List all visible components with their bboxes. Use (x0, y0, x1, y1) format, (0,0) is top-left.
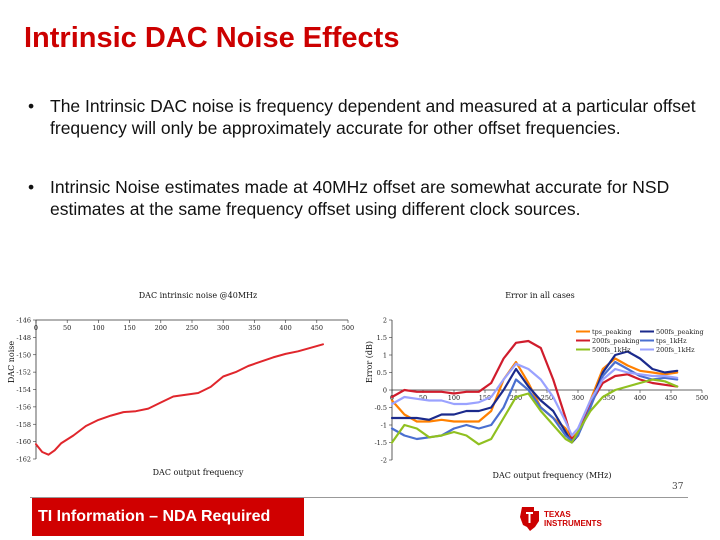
y-tick-label: 0.5 (377, 369, 387, 377)
y-axis-label: Error (dB) (365, 341, 374, 383)
page-number: 37 (672, 482, 684, 492)
x-tick-label: 500 (342, 324, 354, 332)
x-tick-label: 450 (311, 324, 323, 332)
y-tick-label: -2 (381, 457, 387, 465)
bullet-2: • Intrinsic Noise estimates made at 40MH… (28, 177, 700, 247)
ti-logo-line1: TEXAS (544, 510, 571, 519)
legend-label: 200fs_peaking (592, 337, 640, 345)
x-tick-label: 50 (63, 324, 71, 332)
legend-label: 200fs_1kHz (656, 346, 695, 354)
legend-label: 500fs_1kHz (592, 346, 631, 354)
y-axis-label: DAC noise (7, 341, 16, 383)
footer-band (30, 497, 688, 538)
x-tick-label: 450 (665, 394, 677, 402)
x-axis-label: DAC output frequency (MHz) (493, 471, 612, 480)
chart-title: DAC intrinsic noise @40MHz (139, 291, 257, 300)
x-tick-label: 150 (479, 394, 491, 402)
series-line-500fs_1kHz (390, 378, 679, 446)
x-tick-label: 0 (34, 324, 38, 332)
x-tick-label: 50 (419, 394, 427, 402)
y-tick-label: 0 (383, 387, 387, 395)
y-tick-label: -148 (16, 334, 31, 342)
y-tick-label: -152 (16, 369, 31, 377)
y-tick-label: 1.5 (377, 334, 387, 342)
series-line-200fs_1kHz (390, 362, 679, 437)
bullet-marker: • (28, 177, 35, 197)
footer-box (32, 498, 304, 536)
y-tick-label: -1 (381, 422, 387, 430)
chart-title: Error in all cases (505, 291, 575, 300)
bullet-marker: • (28, 96, 35, 116)
footer-text: TI Information – NDA Required (38, 508, 271, 525)
x-tick-label: 400 (279, 324, 291, 332)
x-tick-label: 100 (448, 394, 460, 402)
x-tick-label: 300 (572, 394, 584, 402)
x-tick-label: 500 (696, 394, 708, 402)
legend-label: tps_1kHz (656, 337, 687, 345)
legend-label: tps_peaking (592, 328, 632, 336)
x-tick-label: 250 (186, 324, 198, 332)
x-tick-label: 400 (634, 394, 646, 402)
bullet-1: • The Intrinsic DAC noise is frequency d… (28, 96, 700, 166)
y-tick-label: -154 (16, 386, 31, 394)
x-tick-label: 300 (217, 324, 229, 332)
y-tick-label: -160 (16, 438, 31, 446)
x-tick-label: 350 (603, 394, 615, 402)
y-tick-label: 2 (383, 317, 387, 325)
x-tick-label: 100 (92, 324, 104, 332)
y-tick-label: -1.5 (374, 439, 387, 447)
y-tick-label: -162 (16, 456, 31, 464)
ti-logo: TEXAS INSTRUMENTS (520, 507, 602, 531)
series-line-200fs_peaking (390, 339, 679, 441)
y-tick-label: -150 (16, 351, 31, 359)
ti-logo-line2: INSTRUMENTS (544, 519, 602, 528)
x-tick-label: 250 (541, 394, 553, 402)
x-tick-label: 350 (248, 324, 260, 332)
bullet-text: Intrinsic Noise estimates made at 40MHz … (50, 177, 670, 219)
y-tick-label: -0.5 (374, 404, 387, 412)
y-tick-label: -146 (16, 317, 31, 325)
legend-label: 500fs_peaking (656, 328, 704, 336)
slide-title: Intrinsic DAC Noise Effects (24, 22, 400, 54)
y-tick-label: -158 (16, 421, 31, 429)
x-axis-label: DAC output frequency (153, 468, 244, 477)
series-line-DAC intrinsic noise (35, 343, 324, 456)
series-line-500fs_peaking (390, 350, 679, 444)
x-tick-label: 150 (123, 324, 135, 332)
bullet-text: The Intrinsic DAC noise is frequency dep… (50, 96, 696, 138)
x-tick-label: 200 (155, 324, 167, 332)
y-tick-label: -156 (16, 403, 31, 411)
ti-logo-icon (520, 507, 539, 531)
y-tick-label: 1 (383, 352, 387, 360)
